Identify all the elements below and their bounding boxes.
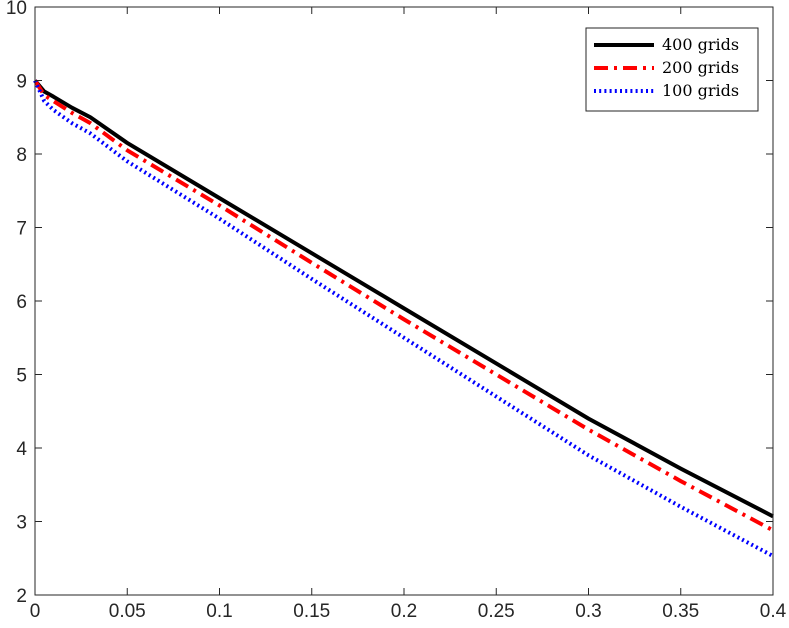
series-line-1: [33, 79, 774, 533]
y-tick-label: 2: [16, 586, 27, 607]
tick-layer: 0 0.05 0.1 0.15 0.2 0.25 0.3 0.35 0.4 2 3 4 5 6 7 8 9 10: [6, 0, 787, 622]
x-tick-label: 0: [30, 601, 41, 622]
legend: 400 grids 200 grids 100 grids: [585, 27, 759, 112]
x-tick-label: 0.25: [478, 601, 515, 622]
series-line-2: [33, 79, 774, 558]
plot-frame: [34, 6, 774, 596]
y-tick-label: 8: [16, 145, 27, 166]
y-tick-label: 4: [16, 439, 27, 460]
x-tick-label: 0.2: [391, 601, 417, 622]
y-tick-label: 6: [16, 292, 27, 313]
y-tick-label: 7: [16, 219, 27, 240]
legend-label-0: 400 grids: [662, 35, 739, 54]
x-tick-label: 0.35: [662, 601, 699, 622]
legend-label-2: 100 grids: [662, 81, 739, 100]
x-tick-label: 0.15: [293, 601, 330, 622]
x-tick-label: 0.1: [206, 601, 232, 622]
y-tick-label: 9: [16, 72, 27, 93]
legend-label-1: 200 grids: [662, 58, 739, 77]
series-line-0: [33, 79, 774, 519]
x-tick-label: 0.05: [109, 601, 146, 622]
y-tick-label: 3: [16, 513, 27, 534]
series-layer: [33, 79, 774, 558]
y-tick-label: 5: [16, 366, 27, 387]
y-tick-label: 10: [6, 0, 27, 19]
x-tick-label: 0.4: [760, 601, 787, 622]
x-tick-label: 0.3: [575, 601, 601, 622]
